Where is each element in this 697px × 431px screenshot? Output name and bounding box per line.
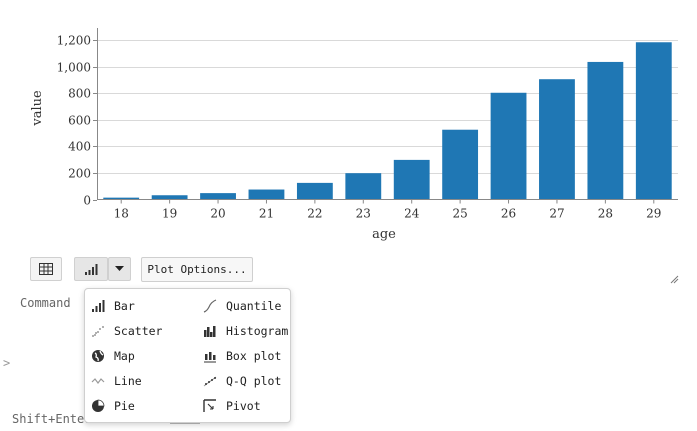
menu-item-label: Map [114,349,135,363]
menu-item-histogram[interactable]: Histogram [203,320,288,342]
menu-item-pie[interactable]: Pie [91,395,135,417]
y-tick-label: 200 [68,167,91,181]
bar [296,182,333,200]
menu-item-bar[interactable]: Bar [91,295,135,317]
chart-bars [103,42,672,200]
menu-item-label: Line [114,374,142,388]
x-axis-ticks: 18 19 20 21 22 23 24 25 26 27 28 29 [114,199,661,221]
bar [490,92,527,200]
bar [151,195,188,200]
x-tick-label: 22 [307,207,322,221]
chart-view-button[interactable] [74,257,108,281]
menu-item-label: Quantile [226,299,282,313]
menu-item-label: Histogram [226,324,289,338]
menu-item-quantile[interactable]: Quantile [203,295,281,317]
y-tick-label: 1,200 [57,34,91,48]
y-axis-ticks: 0 200 400 600 800 1,000 1,200 [57,34,97,208]
caret-down-icon [115,266,124,271]
menu-item-box-plot[interactable]: Box plot [203,345,281,367]
x-tick-label: 29 [646,207,661,221]
y-axis-label: value [30,90,45,127]
bar [587,61,624,200]
hidden-input-edge [170,422,200,424]
menu-item-label: Pivot [226,399,261,413]
chart-grid [97,40,678,174]
resize-grip-icon[interactable] [669,274,679,284]
x-tick-label: 18 [114,207,129,221]
line-chart-icon [91,378,105,384]
x-tick-label: 25 [452,207,467,221]
bar [635,42,672,200]
menu-item-pivot[interactable]: Pivot [203,395,261,417]
menu-item-qq-plot[interactable]: Q-Q plot [203,370,281,392]
bar [442,129,479,200]
menu-item-label: Pie [114,399,135,413]
chart-type-menu: Bar Scatter Map Line Pie Quantile [84,288,291,423]
bar [248,189,285,200]
x-tick-label: 26 [501,207,516,221]
menu-item-scatter[interactable]: Scatter [91,320,162,342]
menu-item-label: Bar [114,299,135,313]
bar [345,173,382,200]
x-tick-label: 23 [356,207,371,221]
table-view-button[interactable] [30,257,62,281]
histogram-icon [204,326,216,337]
menu-item-line[interactable]: Line [91,370,142,392]
y-tick-label: 800 [68,87,91,101]
y-tick-label: 0 [83,194,91,208]
globe-icon [92,350,104,362]
menu-item-label: Scatter [114,324,163,338]
bar [539,79,575,200]
x-axis-label: age [372,227,396,242]
bar [103,197,140,200]
x-tick-label: 19 [162,207,177,221]
shift-enter-hint: Shift+Enter [12,412,92,426]
quantile-icon [203,299,217,313]
pivot-icon [203,399,216,412]
menu-item-label: Q-Q plot [226,374,282,388]
x-tick-label: 21 [259,207,274,221]
bar-chart-icon [85,264,98,275]
menu-item-map[interactable]: Map [91,345,135,367]
box-plot-icon [204,352,216,363]
bar [393,159,430,200]
plot-options-button[interactable]: Plot Options... [141,257,253,282]
menu-item-label: Box plot [226,349,282,363]
y-tick-label: 600 [68,114,91,128]
x-tick-label: 28 [598,207,613,221]
x-tick-label: 27 [549,207,564,221]
prompt-symbol: > [3,356,11,370]
y-tick-label: 400 [68,140,91,154]
x-tick-label: 24 [404,207,420,221]
pie-chart-icon [92,399,105,412]
bar-chart-icon [92,300,105,312]
table-icon [39,263,53,275]
scatter-icon [92,326,104,337]
y-tick-label: 1,000 [57,61,91,75]
bar [200,193,236,200]
x-tick-label: 20 [210,207,225,221]
bar-chart: 0 200 400 600 800 1,000 1,200 18 19 20 21 22 23 24 25… [30,28,678,242]
command-label: Command [20,296,71,310]
qq-plot-icon [203,376,217,387]
chart-type-dropdown-button[interactable] [108,257,131,281]
plot-options-label: Plot Options... [147,263,247,276]
